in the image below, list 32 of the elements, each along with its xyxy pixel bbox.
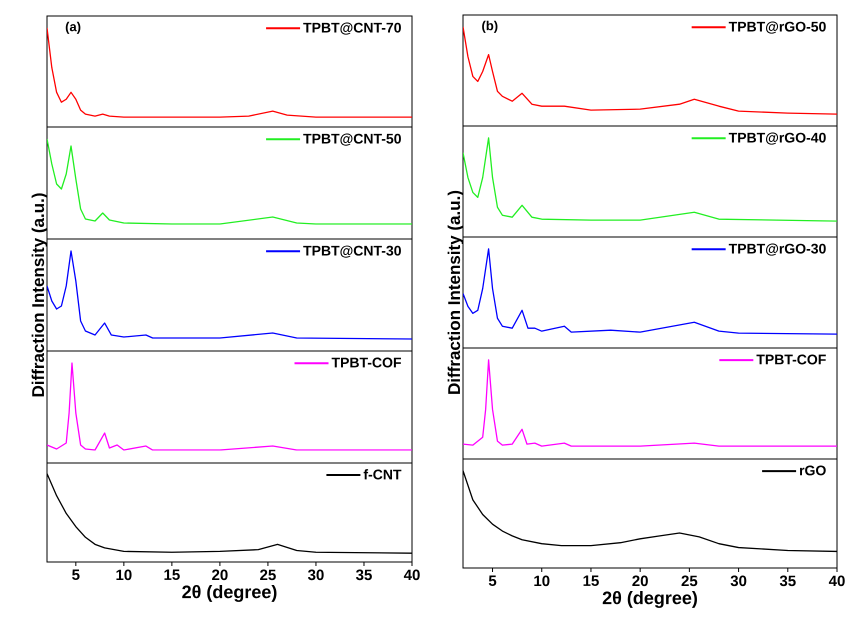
legend-label: TPBT@CNT-50 [303,134,401,146]
x-tick-label: 40 [828,576,845,586]
y-axis-title: Diffraction Intensity (a.u.) [448,190,464,394]
legend-label: TPBT-COF [332,358,401,368]
x-axis-title: 2θ (degree) [182,585,276,602]
x-tick-label: 25 [682,576,698,586]
x-tick-label: 20 [212,570,228,580]
x-tick-label: 30 [308,570,324,580]
x-tick-label: 10 [116,570,132,580]
x-tick-label: 5 [488,576,496,586]
legend-label: TPBT@rGO-50 [728,22,826,34]
x-tick-label: 10 [534,576,550,586]
legend-label: TPBT@CNT-30 [303,246,401,258]
legend-label: TPBT@CNT-70 [303,22,401,35]
legend-label: TPBT@rGO-40 [728,132,826,145]
legend-label: TPBT-COF [756,354,826,364]
x-tick-label: 40 [404,570,420,580]
annotation: (b) [482,20,498,33]
x-tick-label: 15 [584,576,599,586]
x-tick-label: 30 [730,576,746,586]
x-tick-label: 20 [632,576,648,586]
annotation: (a) [66,22,80,34]
legend-label: rGO [800,465,826,476]
x-axis-title: 2θ (degree) [602,591,697,608]
x-tick-label: 35 [780,576,796,586]
x-tick-label: 25 [260,570,276,580]
x-tick-label: 5 [72,570,80,580]
legend-label: TPBT@rGO-30 [728,244,826,256]
x-tick-label: 15 [164,570,180,580]
x-tick-label: 35 [356,570,372,580]
legend-label: f-CNT [364,469,402,480]
y-axis-title: Diffraction Intensity (a.u.) [32,193,48,396]
